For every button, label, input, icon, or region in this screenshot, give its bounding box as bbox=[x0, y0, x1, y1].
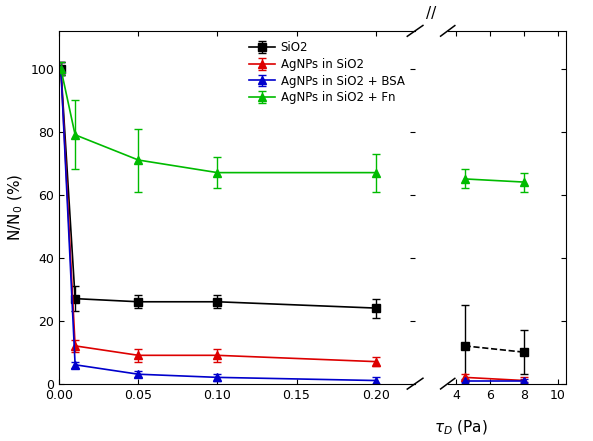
Y-axis label: N/N$_0$ (%): N/N$_0$ (%) bbox=[7, 174, 25, 241]
Text: //: // bbox=[426, 6, 436, 21]
Legend: SiO2, AgNPs in SiO2, AgNPs in SiO2 + BSA, AgNPs in SiO2 + Fn: SiO2, AgNPs in SiO2, AgNPs in SiO2 + BSA… bbox=[244, 37, 409, 109]
Text: $\tau_D$ (Pa): $\tau_D$ (Pa) bbox=[434, 418, 488, 437]
